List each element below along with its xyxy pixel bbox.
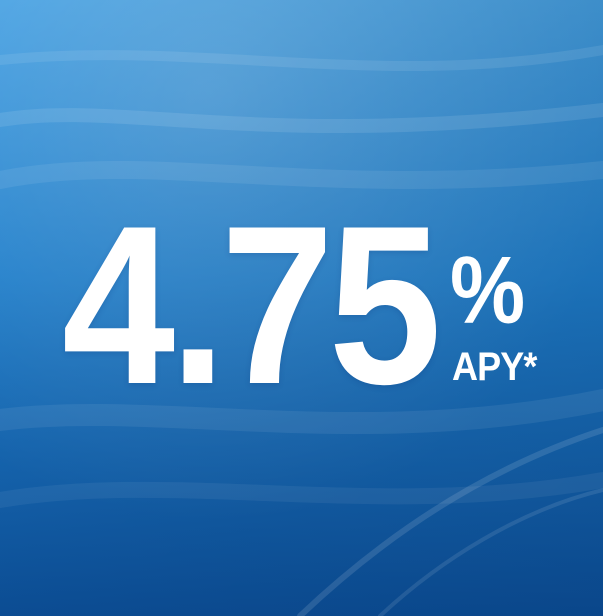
rate-percent-sign: % xyxy=(450,237,526,344)
rate-value: 4.75 xyxy=(62,178,442,431)
rate-display: 4.75 % APY* xyxy=(62,178,552,431)
apy-label: APY* xyxy=(452,345,537,389)
